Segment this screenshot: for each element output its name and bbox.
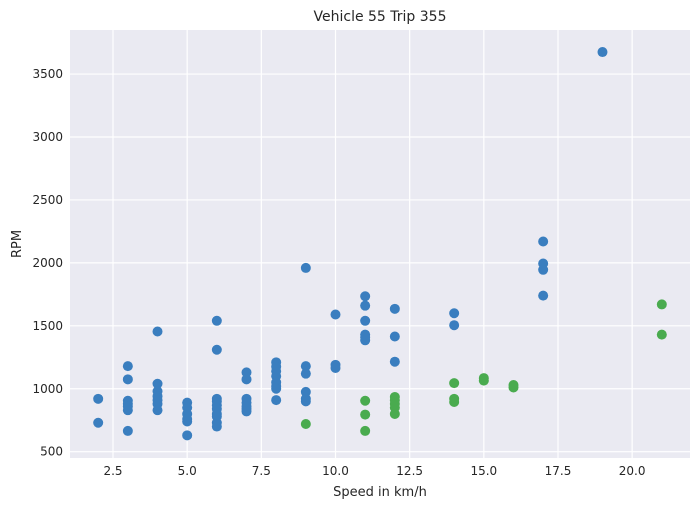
data-point-series-1 (93, 393, 104, 404)
data-point-series-1 (360, 300, 371, 311)
data-point-series-1 (389, 356, 400, 367)
x-tick-labels: 2.5 5.0 7.5 10.0 12.5 15.0 17.5 20.0 (103, 464, 645, 478)
plot-background (70, 30, 690, 458)
data-point-series-1 (93, 417, 104, 428)
data-point-series-1 (330, 309, 341, 320)
y-tick-label: 3000 (32, 130, 63, 144)
data-point-series-1 (241, 367, 252, 378)
chart-title: Vehicle 55 Trip 355 (314, 9, 447, 25)
data-point-series-1 (122, 425, 133, 436)
data-point-series-1 (241, 374, 252, 385)
y-tick-label: 2000 (32, 256, 63, 270)
data-point-series-1 (300, 368, 311, 379)
data-point-series-1 (360, 291, 371, 302)
data-point-series-1 (538, 290, 549, 301)
data-point-series-2 (300, 419, 311, 430)
data-point-series-1 (330, 362, 341, 373)
y-tick-label: 500 (40, 445, 63, 459)
x-axis-title: Speed in km/h (333, 485, 427, 500)
y-tick-label: 3500 (32, 67, 63, 81)
data-point-series-1 (122, 361, 133, 372)
data-point-series-1 (300, 262, 311, 273)
data-point-series-2 (360, 395, 371, 406)
data-point-series-1 (300, 386, 311, 397)
data-point-series-2 (656, 329, 667, 340)
data-points (93, 47, 667, 441)
data-point-series-2 (449, 396, 460, 407)
data-point-series-1 (538, 236, 549, 247)
data-point-series-1 (182, 416, 193, 427)
data-point-series-1 (211, 344, 222, 355)
data-point-series-1 (597, 47, 608, 58)
data-point-series-2 (656, 299, 667, 310)
data-point-series-1 (211, 315, 222, 326)
grid-lines (70, 30, 690, 458)
x-tick-label: 7.5 (252, 464, 271, 478)
y-tick-label: 1500 (32, 319, 63, 333)
data-point-series-1 (152, 378, 163, 389)
data-point-series-1 (389, 331, 400, 342)
y-tick-labels: 500 1000 1500 2000 2500 3000 3500 (32, 67, 63, 459)
x-tick-label: 5.0 (178, 464, 197, 478)
data-point-series-2 (360, 409, 371, 420)
data-point-series-1 (122, 374, 133, 385)
data-point-series-1 (152, 405, 163, 416)
data-point-series-1 (271, 383, 282, 394)
x-tick-label: 12.5 (396, 464, 423, 478)
data-point-series-1 (122, 405, 133, 416)
data-point-series-2 (508, 382, 519, 393)
data-point-series-1 (449, 308, 460, 319)
y-tick-label: 2500 (32, 193, 63, 207)
data-point-series-2 (389, 408, 400, 419)
data-point-series-1 (300, 396, 311, 407)
x-tick-label: 15.0 (470, 464, 497, 478)
data-point-series-1 (300, 361, 311, 372)
data-point-series-1 (389, 303, 400, 314)
data-point-series-1 (538, 264, 549, 275)
y-axis-title: RPM (10, 230, 25, 258)
data-point-series-2 (449, 378, 460, 389)
data-point-series-1 (152, 326, 163, 337)
data-point-series-1 (360, 315, 371, 326)
data-point-series-2 (478, 375, 489, 386)
data-point-series-1 (182, 430, 193, 441)
y-tick-label: 1000 (32, 382, 63, 396)
x-tick-label: 2.5 (103, 464, 122, 478)
data-point-series-1 (360, 335, 371, 346)
x-tick-label: 17.5 (545, 464, 572, 478)
data-point-series-1 (271, 395, 282, 406)
data-point-series-1 (241, 406, 252, 417)
data-point-series-1 (449, 320, 460, 331)
data-point-series-2 (360, 425, 371, 436)
data-point-series-1 (211, 421, 222, 432)
x-tick-label: 10.0 (322, 464, 349, 478)
x-tick-label: 20.0 (619, 464, 646, 478)
